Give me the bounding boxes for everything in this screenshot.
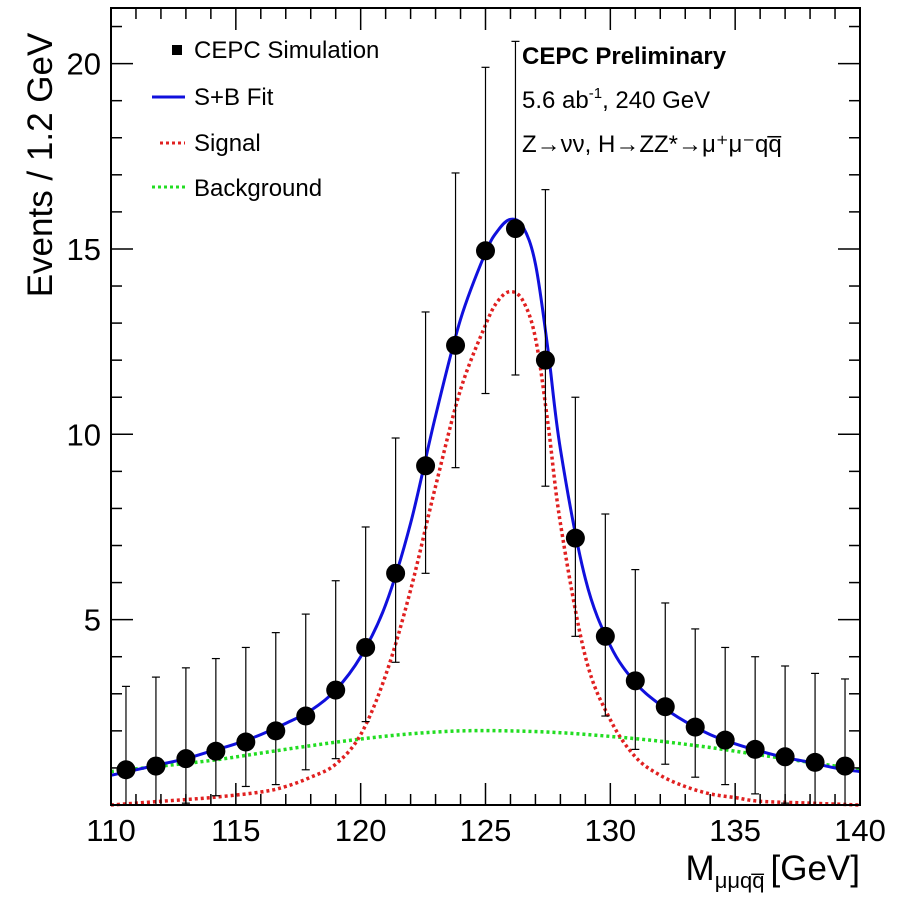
data-point xyxy=(835,756,855,776)
data-point xyxy=(446,335,466,355)
legend-label-simulation: CEPC Simulation xyxy=(194,37,379,64)
data-point xyxy=(655,697,675,717)
data-point xyxy=(805,752,825,772)
annotation-process: Z→νν, H→ZZ*→μ⁺μ⁻qq̅ xyxy=(522,131,782,158)
x-tick-label: 120 xyxy=(335,813,387,848)
annotation-lumi-value: 5.6 ab xyxy=(522,87,589,114)
x-tick-label: 125 xyxy=(460,813,512,848)
data-point xyxy=(775,747,795,767)
data-point xyxy=(296,706,316,726)
legend: CEPC Simulation S+B Fit Signal Backgroun… xyxy=(152,37,379,202)
data-point xyxy=(146,756,166,776)
data-point xyxy=(386,563,406,583)
legend-label-sb-fit: S+B Fit xyxy=(194,84,274,111)
x-tick-label: 110 xyxy=(86,813,135,848)
annotation-lumi-rest: , 240 GeV xyxy=(602,87,710,114)
x-axis-title-main: M xyxy=(686,849,715,888)
data-point xyxy=(535,350,555,370)
data-point xyxy=(476,241,495,261)
data-point xyxy=(356,637,376,657)
x-tick-label: 115 xyxy=(211,813,260,848)
y-tick-label: 10 xyxy=(67,417,101,452)
annotation-lumi-superscript: -1 xyxy=(589,85,602,102)
data-point xyxy=(176,749,196,769)
axes-layer: 110 115 120 125 130 135 140 5 10 15 20 xyxy=(67,7,886,848)
data-point xyxy=(625,671,645,691)
curves-layer xyxy=(110,217,861,807)
legend-label-signal: Signal xyxy=(194,130,261,157)
data-point xyxy=(116,760,136,780)
legend-label-background: Background xyxy=(194,175,322,202)
x-axis-title-unit: [GeV] xyxy=(771,849,860,888)
x-tick-label: 130 xyxy=(584,813,636,848)
annotations: CEPC Preliminary 5.6 ab-1, 240 GeV Z→νν,… xyxy=(522,43,782,158)
y-tick-label: 5 xyxy=(84,603,101,638)
y-tick-label: 20 xyxy=(67,47,101,82)
data-point xyxy=(266,721,286,741)
data-points-layer xyxy=(116,40,855,806)
data-point xyxy=(416,456,436,476)
annotation-luminosity: 5.6 ab-1, 240 GeV xyxy=(522,85,710,114)
data-point xyxy=(565,528,585,548)
data-point xyxy=(715,730,735,750)
data-point xyxy=(236,732,256,752)
data-point xyxy=(505,219,525,239)
data-point xyxy=(206,741,226,761)
data-point xyxy=(595,626,615,646)
data-point xyxy=(326,680,346,700)
x-tick-label: 140 xyxy=(834,813,886,848)
x-axis-title-subscript: μμqq̅ xyxy=(715,868,765,893)
x-tick-label: 135 xyxy=(709,813,761,848)
data-point xyxy=(745,739,765,759)
data-point xyxy=(685,717,705,737)
sb-fit-curve xyxy=(110,217,861,777)
signal-curve xyxy=(110,289,861,807)
annotation-title: CEPC Preliminary xyxy=(522,43,727,70)
x-axis-title: Mμμqq̅ [GeV] xyxy=(686,849,860,893)
y-axis-title: Events / 1.2 GeV xyxy=(21,32,60,297)
legend-marker-simulation xyxy=(172,45,182,55)
y-tick-label: 15 xyxy=(67,232,101,267)
